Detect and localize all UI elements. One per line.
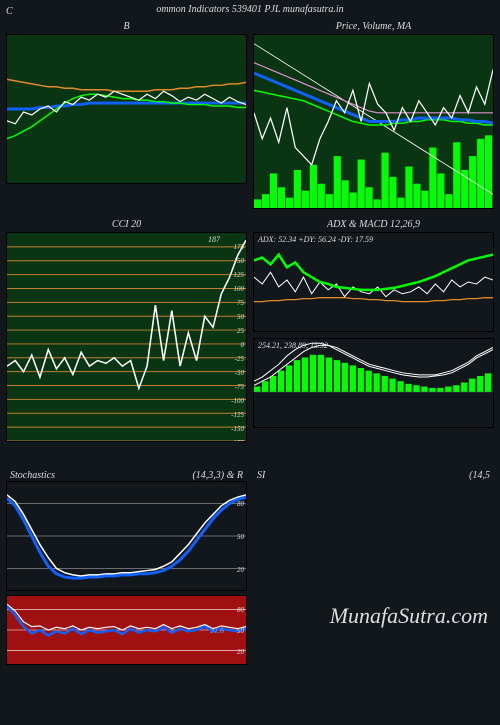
rsi-ytick: 20 — [237, 648, 244, 656]
panel-price-title: Price, Volume, MA — [253, 17, 494, 34]
cci-ytick: -175 — [231, 439, 244, 442]
chart-adx: ADX: 52.34 +DY: 56.24 -DY: 17.59 — [253, 232, 494, 332]
rsi-value-label: 51.6 — [210, 626, 224, 635]
stoch-title-right: (14,3,3) & R — [192, 470, 243, 481]
chart-price — [253, 34, 494, 209]
si-title-right: (14,5 — [469, 470, 490, 481]
cci-ytick: 0 — [241, 341, 245, 349]
cci-ytick: -75 — [235, 383, 244, 391]
cci-ytick: -50 — [235, 369, 244, 377]
row-1: B Price, Volume, MA — [0, 17, 500, 209]
chart-cci: -175 -150 -125 -100 -75 -50 -25 0 25 50 75 100 125 15… — [6, 232, 247, 442]
panel-cci-title: CCI 20 — [6, 215, 247, 232]
stoch-title-left: Stochastics — [10, 470, 55, 481]
cci-peak-label: 187 — [208, 235, 220, 244]
watermark-text: MunafaSutra.com — [330, 603, 488, 629]
row-2: CCI 20 -175 -150 -125 -100 -75 -50 -25 0 25 50 75 1… — [0, 215, 500, 442]
cci-ytick: 175 — [234, 243, 245, 251]
stoch-ytick: 50 — [237, 533, 244, 541]
adx-values-label: ADX: 52.34 +DY: 56.24 -DY: 17.59 — [258, 235, 373, 244]
si-title-left: SI — [257, 470, 265, 481]
cci-ytick: 100 — [234, 285, 245, 293]
cci-ytick: -25 — [235, 355, 244, 363]
page-title: ommon Indicators 539401 PJL munafasutra.… — [0, 0, 500, 17]
panel-stoch-title: Stochastics (14,3,3) & R — [6, 470, 247, 481]
row-3: Stochastics (14,3,3) & R 20 50 80 20 50 80 5… — [0, 470, 500, 665]
chart-stoch: 20 50 80 — [6, 481, 247, 591]
macd-values-label: 254.21, 238.89, 15.32 — [258, 341, 328, 350]
cci-ytick: 75 — [237, 299, 244, 307]
stoch-ytick: 20 — [237, 566, 244, 574]
panel-b-title: B — [6, 17, 247, 34]
chart-macd: 254.21, 238.89, 15.32 — [253, 338, 494, 428]
cci-ytick: -100 — [231, 397, 244, 405]
panel-si-title: SI (14,5 — [253, 470, 494, 481]
rsi-ytick: 50 — [237, 627, 244, 635]
chart-rsi-red: 20 50 80 51.6 — [6, 595, 247, 665]
corner-letter: C — [6, 6, 13, 17]
chart-b — [6, 34, 247, 184]
rsi-ytick: 80 — [237, 606, 244, 614]
cci-ytick: -150 — [231, 425, 244, 433]
cci-ytick: 150 — [234, 257, 245, 265]
cci-ytick: -125 — [231, 411, 244, 419]
cci-ytick: 25 — [237, 327, 244, 335]
cci-ytick: 125 — [234, 271, 245, 279]
panel-adx-title: ADX & MACD 12,26,9 — [253, 215, 494, 232]
stoch-ytick: 80 — [237, 500, 244, 508]
cci-ytick: 50 — [237, 313, 244, 321]
